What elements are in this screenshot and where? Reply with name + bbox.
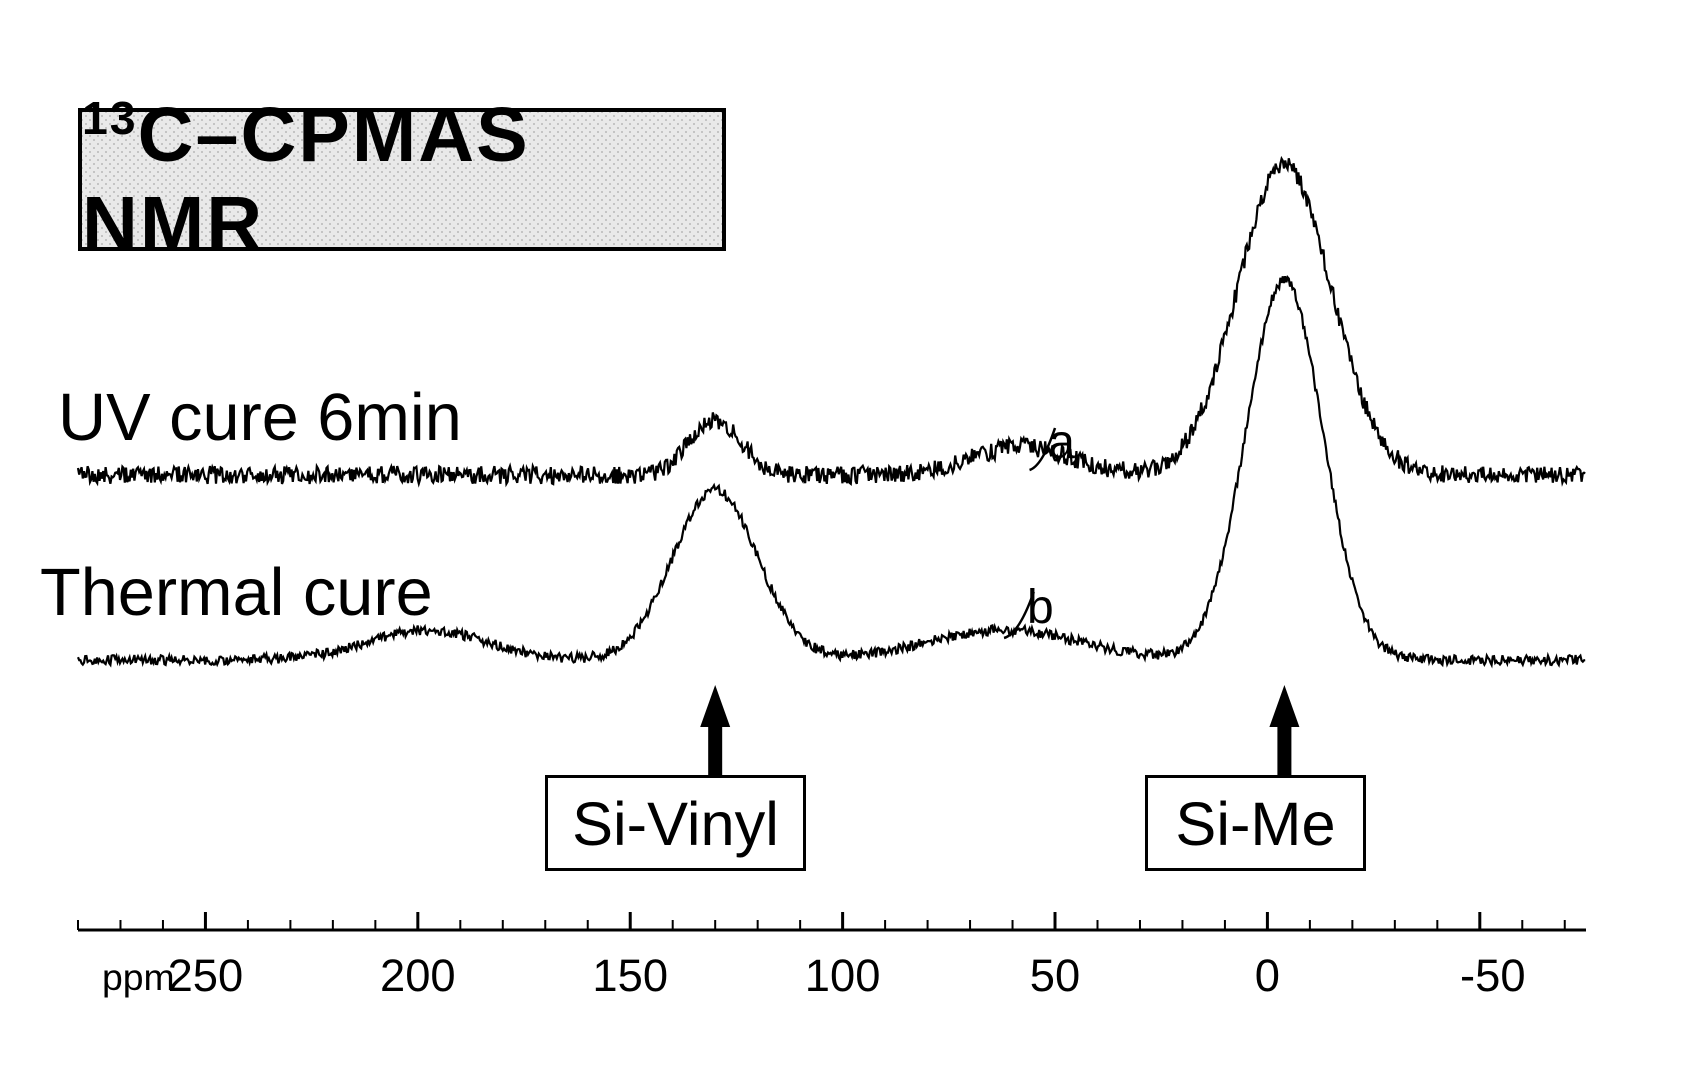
axis-tick-label: 200 (380, 950, 456, 1002)
peak-arrow-icon (700, 685, 730, 775)
axis-tick-label: -50 (1460, 950, 1526, 1002)
axis-tick-label: 250 (168, 950, 244, 1002)
peak-arrow-icon (1269, 685, 1299, 775)
axis-tick-label: 150 (592, 950, 668, 1002)
axis-tick-label: 0 (1255, 950, 1280, 1002)
figure-canvas: 13C–CPMAS NMR UV cure 6min Thermal cure … (0, 0, 1687, 1083)
axis-tick-label: 50 (1030, 950, 1080, 1002)
axis-tick-label: 100 (805, 950, 881, 1002)
spectrum-trace (78, 158, 1585, 484)
spectrum-svg (0, 0, 1687, 1083)
